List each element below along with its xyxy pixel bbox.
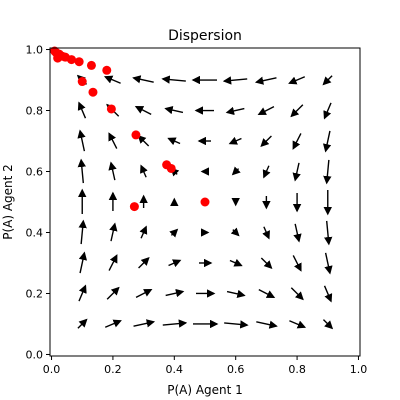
vector-arrow bbox=[138, 256, 150, 269]
trajectory-point bbox=[129, 202, 139, 212]
trajectory-point bbox=[77, 77, 87, 87]
x-tick-label: 0.0 bbox=[43, 363, 61, 376]
vector-arrow bbox=[324, 220, 333, 246]
trajectory-point bbox=[162, 160, 172, 170]
vector-arrow bbox=[168, 259, 182, 268]
vector-arrow bbox=[108, 254, 118, 271]
y-tick-label: 0.8 bbox=[26, 105, 44, 118]
y-axis-label: P(A) Agent 2 bbox=[1, 164, 15, 240]
plot-frame bbox=[49, 47, 361, 357]
vector-arrow bbox=[323, 102, 332, 120]
vector-arrow bbox=[225, 106, 245, 116]
vector-arrow bbox=[262, 226, 270, 240]
vector-arrow bbox=[224, 320, 249, 329]
vector-arrow bbox=[290, 104, 304, 118]
trajectory-point bbox=[106, 104, 116, 114]
vector-arrow bbox=[230, 227, 240, 237]
vector-arrow bbox=[137, 134, 150, 147]
trajectory-point bbox=[131, 130, 141, 140]
vector-arrow bbox=[78, 284, 87, 302]
vector-arrow bbox=[324, 252, 333, 275]
vector-arrow bbox=[323, 159, 332, 185]
vector-arrow bbox=[292, 133, 302, 150]
vector-arrow bbox=[164, 106, 184, 115]
vector-arrow bbox=[254, 76, 277, 85]
vector-arrow bbox=[228, 136, 242, 145]
vector-arrow bbox=[323, 285, 333, 303]
vector-arrow bbox=[231, 166, 241, 176]
x-axis-label: P(A) Agent 1 bbox=[167, 383, 243, 397]
vector-arrow bbox=[104, 319, 122, 328]
vector-arrow bbox=[161, 75, 186, 84]
vector-arrow bbox=[132, 75, 154, 84]
vector-arrow bbox=[260, 135, 272, 148]
vector-arrow bbox=[167, 137, 181, 146]
vector-arrow bbox=[260, 257, 273, 270]
vector-arrow bbox=[226, 289, 246, 298]
vector-arrow bbox=[106, 286, 120, 300]
trajectory-point bbox=[50, 46, 60, 56]
vector-arrow bbox=[162, 319, 188, 328]
vector-arrow bbox=[288, 76, 306, 85]
vector-arrow bbox=[135, 289, 153, 298]
vector-arrow bbox=[222, 76, 248, 85]
vector-arrow bbox=[103, 75, 121, 84]
x-tick-label: 1.0 bbox=[350, 363, 368, 376]
vector-arrow bbox=[322, 319, 334, 330]
vector-arrow bbox=[133, 319, 156, 328]
vector-arrow bbox=[290, 287, 304, 301]
y-tick-label: 0.2 bbox=[26, 287, 44, 300]
vector-arrow bbox=[108, 132, 118, 149]
vector-arrow bbox=[289, 320, 307, 329]
vector-arrow bbox=[165, 288, 185, 298]
vector-arrow bbox=[77, 318, 88, 329]
trajectory-point bbox=[200, 197, 210, 207]
x-tick-label: 0.4 bbox=[166, 363, 184, 376]
y-tick-label: 0.0 bbox=[26, 348, 44, 361]
vector-arrow bbox=[322, 75, 333, 86]
vector-arrow bbox=[109, 222, 118, 242]
y-tick-label: 1.0 bbox=[26, 44, 44, 57]
vector-arrow bbox=[256, 320, 278, 329]
vector-arrow bbox=[77, 129, 86, 152]
vector-arrow bbox=[78, 219, 87, 245]
x-tick-label: 0.2 bbox=[104, 363, 122, 376]
vector-arrow bbox=[322, 130, 332, 153]
vector-arrow bbox=[77, 158, 86, 184]
vector-arrow bbox=[78, 251, 88, 274]
vector-arrow bbox=[292, 162, 301, 182]
vector-arrow bbox=[292, 255, 302, 272]
vector-arrow bbox=[257, 106, 275, 115]
x-axis: 0.0 0.2 0.4 0.6 0.8 1.0 bbox=[43, 356, 367, 376]
vector-arrow bbox=[134, 106, 152, 115]
vector-arrow bbox=[262, 165, 271, 179]
y-axis: 0.0 0.2 0.4 0.6 0.8 1.0 bbox=[26, 44, 50, 361]
trajectory-point bbox=[74, 57, 84, 67]
vector-arrow bbox=[169, 228, 179, 238]
vector-arrow bbox=[77, 101, 87, 119]
x-tick-label: 0.8 bbox=[288, 363, 306, 376]
vector-arrow bbox=[258, 289, 276, 298]
trajectory-point bbox=[86, 60, 96, 70]
vector-arrow bbox=[140, 164, 148, 178]
y-tick-label: 0.4 bbox=[26, 226, 44, 239]
x-tick-label: 0.6 bbox=[227, 363, 245, 376]
y-tick-label: 0.6 bbox=[26, 166, 44, 179]
trajectory-point bbox=[88, 87, 98, 97]
chart-title: Dispersion bbox=[168, 28, 242, 44]
vector-arrow bbox=[139, 225, 148, 239]
vector-arrow bbox=[108, 161, 117, 181]
vector-arrow bbox=[293, 223, 302, 243]
vector-arrow bbox=[229, 258, 243, 267]
plot-area bbox=[50, 46, 334, 330]
trajectory-point bbox=[102, 65, 112, 75]
